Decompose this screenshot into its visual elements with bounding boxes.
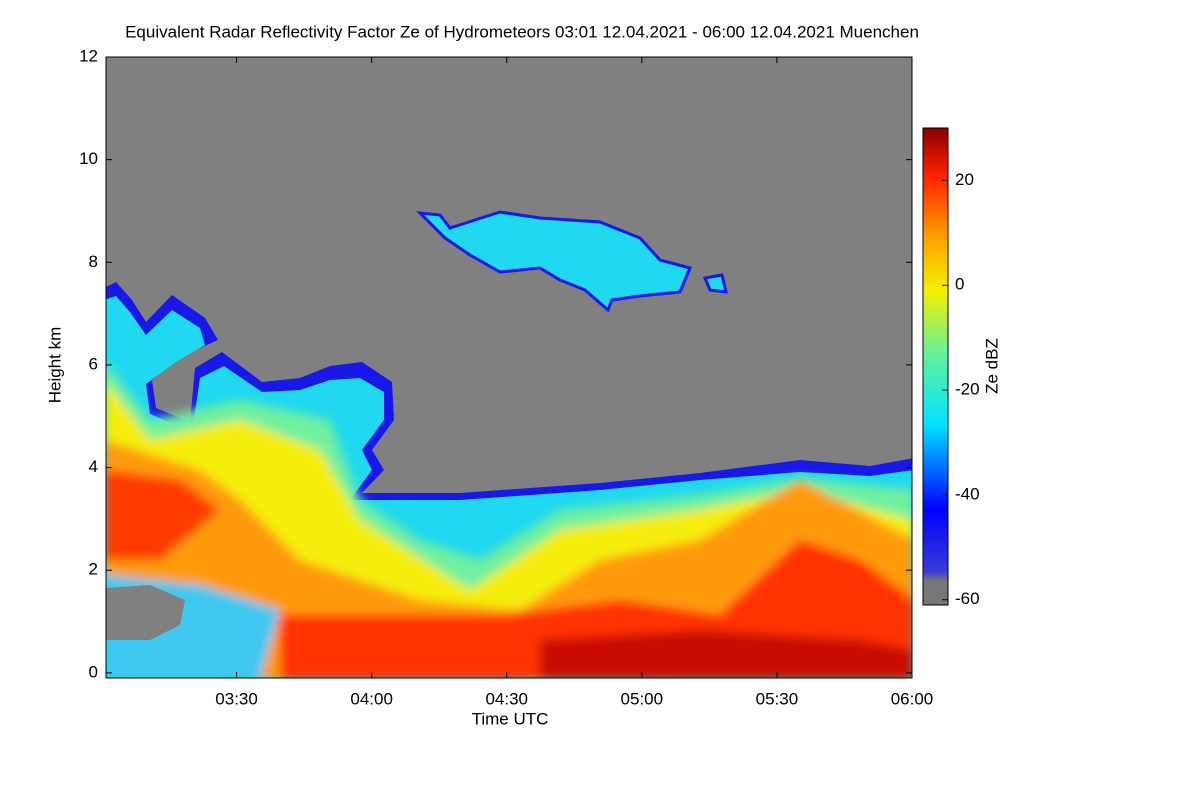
y-tick-label: 8	[89, 252, 98, 271]
colorbar	[922, 127, 949, 606]
y-tick-label: 10	[79, 149, 98, 168]
colorbar-label: Ze dBZ	[982, 338, 1001, 394]
x-tick-label: 05:00	[621, 689, 664, 708]
y-axis-label: Height km	[45, 327, 64, 404]
x-tick-label: 06:00	[891, 689, 934, 708]
y-tick-label: 2	[89, 560, 98, 579]
colorbar-tick-label: -60	[955, 589, 980, 608]
chart-title: Equivalent Radar Reflectivity Factor Ze …	[125, 22, 919, 41]
x-tick-label: 05:30	[756, 689, 799, 708]
colorbar-tick-label: 20	[955, 170, 974, 189]
radar-field	[106, 57, 912, 678]
x-tick-label: 04:30	[485, 689, 528, 708]
y-tick-label: 0	[89, 662, 98, 681]
plot-frame	[105, 56, 913, 679]
y-tick-label: 4	[89, 457, 98, 476]
x-tick-label: 03:30	[215, 689, 258, 708]
x-axis-label: Time UTC	[472, 709, 549, 728]
colorbar-tick-label: -40	[955, 484, 980, 503]
colorbar-tick-label: 0	[955, 275, 964, 294]
colorbar-tick-label: -20	[955, 380, 980, 399]
y-tick-label: 6	[89, 354, 98, 373]
y-tick-label: 12	[79, 46, 98, 65]
x-tick-label: 04:00	[350, 689, 393, 708]
